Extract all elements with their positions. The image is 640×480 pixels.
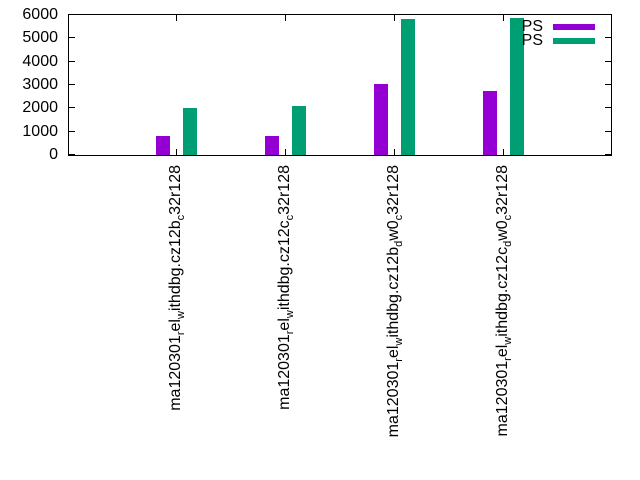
label-text: 32r128 [494, 165, 511, 215]
label-text: w0 [494, 220, 511, 241]
y-tick-left [69, 130, 75, 132]
y-axis-tick-label: 4000 [22, 52, 58, 70]
bar-series1-group4 [483, 91, 497, 155]
y-axis-tick-label: 3000 [22, 76, 58, 93]
x-tick-top [394, 15, 395, 21]
y-tick-right [605, 107, 611, 109]
label-subscript: d [393, 240, 405, 247]
x-axis-category-label: ma120301relwithdbg.cz12bc32r128 [167, 165, 187, 411]
label-subscript: c [284, 214, 296, 221]
y-tick-right [605, 37, 611, 39]
y-tick-left [69, 107, 75, 109]
label-text: el [494, 344, 511, 358]
x-axis-category-label: ma120301relwithdbg.cz12cdw0c32r128 [494, 165, 514, 437]
label-text: el [167, 319, 184, 332]
label-text: ma120301 [167, 335, 184, 411]
label-text: ithdbg.cz12b [167, 220, 184, 312]
x-tick-top [176, 15, 177, 21]
y-axis-tick-label: 5000 [22, 29, 58, 47]
label-subscript: w [502, 336, 514, 345]
x-axis-category-label: ma120301relwithdbg.cz12bdw0c32r128 [385, 165, 405, 438]
label-text: ma120301 [494, 360, 511, 437]
label-text: 32r128 [167, 165, 184, 215]
x-tick-top [503, 15, 504, 21]
x-tick-bottom [285, 149, 286, 155]
legend-swatch-series2 [553, 38, 595, 44]
y-tick-left [69, 14, 75, 15]
y-axis-tick-label: 0 [49, 146, 58, 163]
bar-series2-group1 [183, 108, 197, 155]
y-tick-right [605, 60, 611, 62]
label-text: ma120301 [276, 334, 293, 410]
label-subscript: r [502, 357, 514, 361]
legend-label-series2: PS [521, 32, 543, 49]
label-text: 32r128 [276, 165, 293, 215]
label-text: ma120301 [385, 361, 402, 438]
x-tick-bottom [503, 149, 504, 155]
y-tick-right [605, 14, 611, 15]
label-text: 32r128 [385, 165, 402, 215]
y-axis-tick-label: 6000 [22, 6, 58, 23]
bar-series2-group4 [510, 18, 524, 155]
label-subscript: w [175, 311, 187, 320]
label-subscript: r [175, 331, 187, 336]
label-subscript: w [284, 310, 296, 319]
y-tick-left [69, 60, 75, 62]
x-axis-category-label: ma120301relwithdbg.cz12cc32r128 [276, 165, 296, 410]
label-text: ithdbg.cz12c [494, 246, 511, 337]
y-axis-tick-label: 2000 [22, 99, 58, 117]
legend-swatch-series1 [553, 24, 595, 30]
label-text: w0 [385, 220, 402, 241]
bar-series2-group2 [292, 106, 306, 155]
label-text: ithdbg.cz12b [385, 246, 402, 338]
label-subscript: w [393, 337, 405, 346]
legend-label-series1: PS [521, 18, 543, 35]
bar-series1-group1 [156, 136, 170, 155]
label-subscript: c [502, 214, 514, 221]
label-text: el [385, 345, 402, 359]
y-axis-tick-label: 1000 [22, 122, 58, 140]
bar-series2-group3 [401, 19, 415, 155]
label-text: el [276, 318, 293, 331]
label-subscript: r [393, 358, 405, 362]
bar-series1-group2 [265, 136, 279, 155]
x-tick-bottom [394, 149, 395, 155]
y-tick-right [605, 154, 611, 155]
plot-area: PS PS [68, 14, 612, 156]
y-tick-left [69, 37, 75, 39]
y-tick-right [605, 130, 611, 132]
x-tick-top [285, 15, 286, 21]
y-tick-left [69, 154, 75, 155]
y-tick-right [605, 84, 611, 85]
label-subscript: r [284, 330, 296, 335]
label-text: ithdbg.cz12c [276, 220, 293, 311]
y-tick-left [69, 84, 75, 85]
label-subscript: d [502, 240, 514, 247]
label-subscript: c [175, 214, 187, 221]
label-subscript: c [393, 214, 405, 221]
x-tick-bottom [176, 149, 177, 155]
bar-series1-group3 [374, 84, 388, 155]
